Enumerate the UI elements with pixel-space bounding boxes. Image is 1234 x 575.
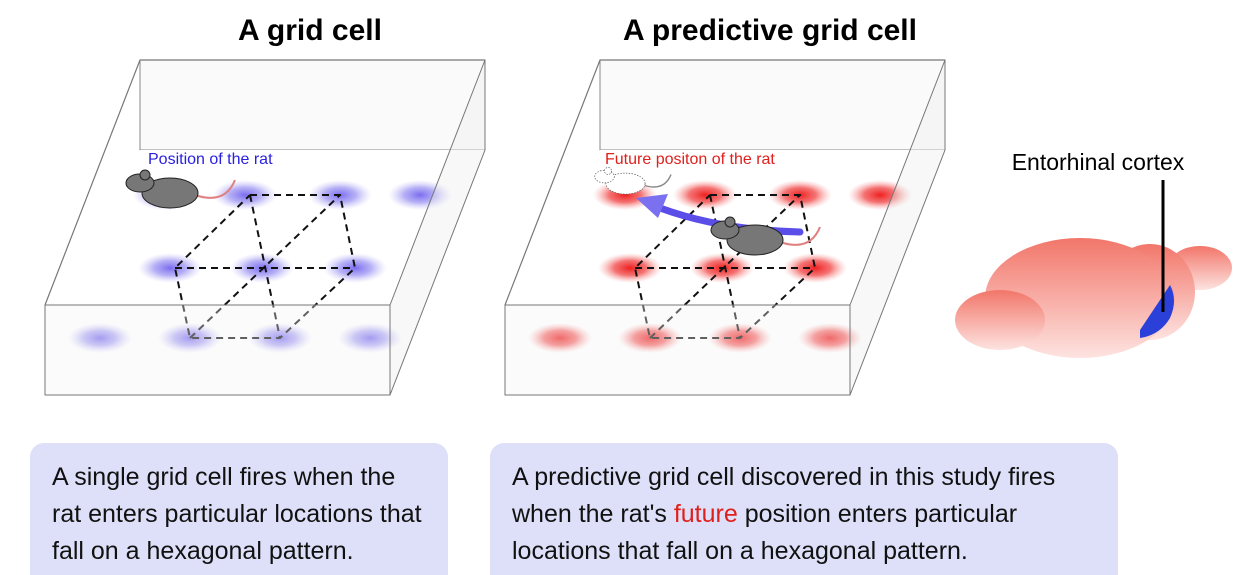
box-back: [600, 60, 945, 150]
caption-highlight: future: [674, 500, 738, 528]
future-label: Future positon of the rat: [605, 151, 775, 168]
panel-title: A predictive grid cell: [623, 14, 917, 47]
box-front: [505, 305, 850, 395]
panel-title: A grid cell: [238, 14, 382, 47]
box-back: [140, 60, 485, 150]
caption: A single grid cell fires when the rat en…: [30, 443, 448, 575]
box-front: [45, 305, 390, 395]
caption: A predictive grid cell discovered in thi…: [490, 443, 1118, 575]
brain-label: Entorhinal cortex: [1012, 149, 1185, 175]
page: A grid cell A predictive grid cell Posit…: [0, 0, 1234, 575]
rat-ear: [725, 217, 735, 227]
rat-ear: [605, 168, 612, 175]
boxes: [45, 60, 945, 395]
position-label: Position of the rat: [148, 151, 273, 168]
rat-ear: [140, 170, 150, 180]
brain: [955, 180, 1232, 358]
